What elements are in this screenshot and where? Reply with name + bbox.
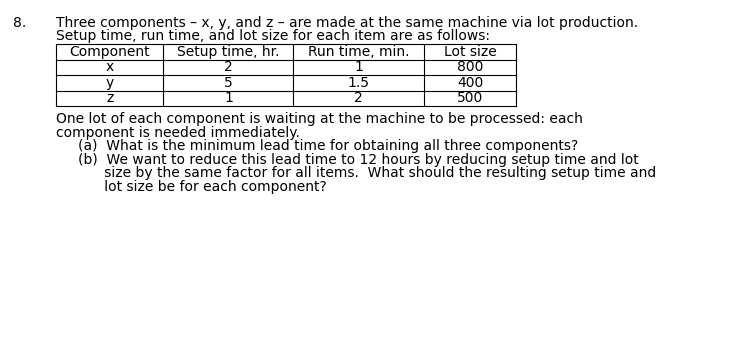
Text: One lot of each component is waiting at the machine to be processed: each: One lot of each component is waiting at … <box>56 112 583 126</box>
Text: Run time, min.: Run time, min. <box>308 45 409 59</box>
Text: 5: 5 <box>224 76 233 90</box>
Text: 400: 400 <box>457 76 483 90</box>
Text: lot size be for each component?: lot size be for each component? <box>78 180 327 193</box>
Text: z: z <box>106 92 113 105</box>
Text: y: y <box>106 76 114 90</box>
Text: Lot size: Lot size <box>444 45 496 59</box>
Text: 8.: 8. <box>13 16 27 30</box>
Text: 2: 2 <box>224 61 233 74</box>
Text: 1: 1 <box>224 92 233 105</box>
Text: Setup time, hr.: Setup time, hr. <box>178 45 279 59</box>
Text: 500: 500 <box>457 92 483 105</box>
Text: 1.5: 1.5 <box>348 76 369 90</box>
Text: Component: Component <box>69 45 150 59</box>
Text: 800: 800 <box>457 61 483 74</box>
Text: (b)  We want to reduce this lead time to 12 hours by reducing setup time and lot: (b) We want to reduce this lead time to … <box>78 153 639 167</box>
Text: component is needed immediately.: component is needed immediately. <box>56 126 299 140</box>
Text: x: x <box>106 61 114 74</box>
Text: Setup time, run time, and lot size for each item are as follows:: Setup time, run time, and lot size for e… <box>56 29 490 43</box>
Text: 1: 1 <box>354 61 363 74</box>
Text: Three components – x, y, and z – are made at the same machine via lot production: Three components – x, y, and z – are mad… <box>56 16 637 30</box>
Text: size by the same factor for all items.  What should the resulting setup time and: size by the same factor for all items. W… <box>78 166 656 180</box>
Text: (a)  What is the minimum lead time for obtaining all three components?: (a) What is the minimum lead time for ob… <box>78 139 578 153</box>
Text: 2: 2 <box>354 92 363 105</box>
